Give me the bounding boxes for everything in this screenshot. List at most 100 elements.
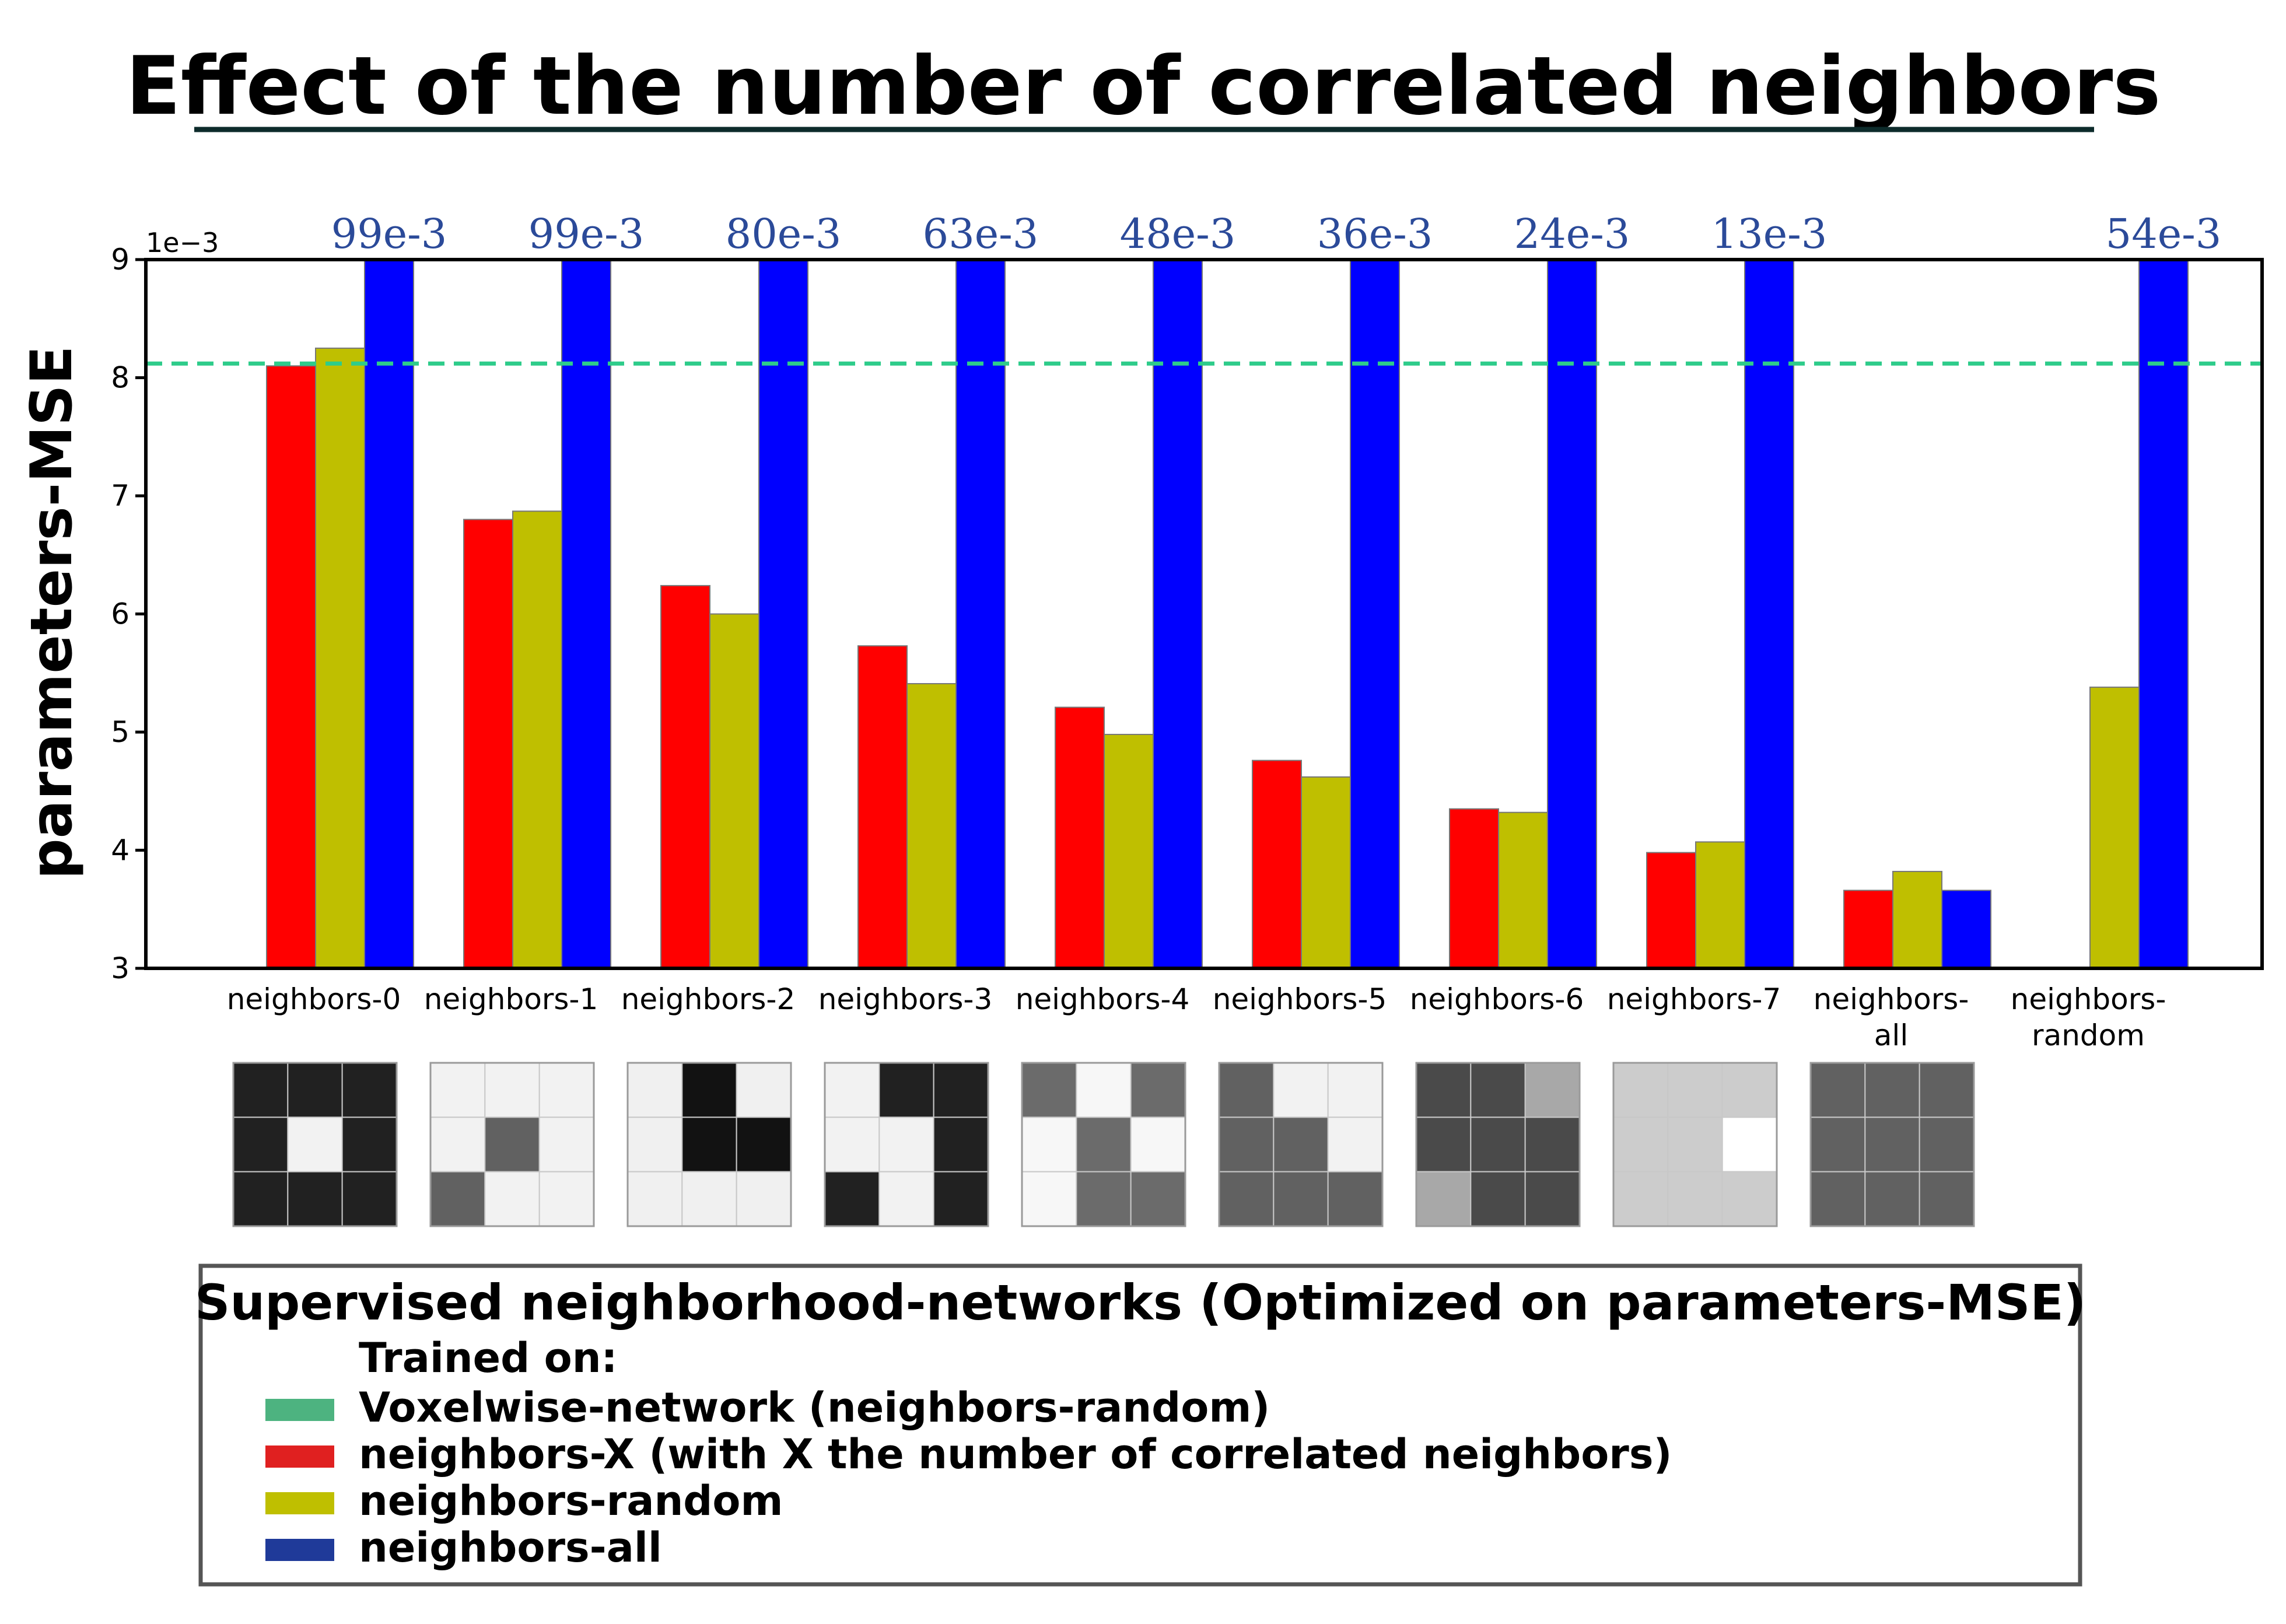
pattern-cell (1470, 1062, 1526, 1118)
pattern-cell (1219, 1171, 1275, 1227)
pattern-cell (1076, 1062, 1132, 1118)
legend-subtitle: Trained on: (359, 1334, 618, 1382)
pattern-cell (1524, 1116, 1581, 1172)
pattern-cell (736, 1116, 792, 1172)
pattern-frame (1809, 1062, 1975, 1227)
pattern-cell (1524, 1062, 1581, 1118)
bar-neighbors-random (1104, 734, 1154, 970)
pattern-cell (824, 1116, 880, 1172)
bar-neighbors-random (709, 613, 759, 969)
bar-neighbors-X (1646, 852, 1696, 970)
pattern-cell (736, 1062, 792, 1118)
bar-neighbors-all (955, 259, 1006, 969)
bar-neighbors-random (512, 510, 562, 969)
bar-neighbors-random (906, 682, 957, 969)
pattern-cell (430, 1116, 486, 1172)
bar-neighbors-random (2089, 687, 2140, 970)
bar-overflow-label: 48e-3 (1120, 210, 1236, 258)
pattern-cell (1130, 1116, 1186, 1172)
pattern-cell (627, 1171, 683, 1227)
pattern-cell (1613, 1062, 1669, 1118)
bar-overflow-label: 80e-3 (726, 210, 842, 258)
y-tick-label: 4 (111, 834, 129, 867)
pattern-cell (1667, 1171, 1723, 1227)
bar-overflow-label: 63e-3 (923, 210, 1039, 258)
x-tick-label: neighbors-0 (227, 982, 401, 1016)
pattern-cell (1919, 1171, 1975, 1227)
bar-neighbors-X (1055, 706, 1105, 969)
legend-swatch-neighbors-random (265, 1492, 334, 1514)
x-tick-label: neighbors-1 (424, 982, 598, 1016)
pattern-cell (1219, 1116, 1275, 1172)
pattern-cell (1919, 1116, 1975, 1172)
pattern-cell (933, 1062, 989, 1118)
y-tick-label: 9 (111, 243, 129, 276)
y-tick-label: 7 (111, 479, 129, 513)
bar-neighbors-X (857, 645, 908, 970)
pattern-cell (736, 1171, 792, 1227)
pattern-frame (626, 1062, 792, 1227)
pattern-cell (681, 1171, 737, 1227)
bar-overflow-label: 99e-3 (331, 210, 447, 258)
pattern-cell (287, 1116, 343, 1172)
plot-frame (144, 258, 2264, 970)
bar-overflow-label: 36e-3 (1317, 210, 1433, 258)
bar-neighbors-all (758, 259, 808, 969)
pattern-cell (341, 1062, 398, 1118)
legend-box (198, 1264, 2082, 1587)
pattern-cell (878, 1116, 934, 1172)
bar-neighbors-all (2138, 259, 2189, 969)
pattern-cell (1021, 1062, 1077, 1118)
legend-label-voxelwise: Voxelwise-network (neighbors-random) (359, 1384, 1270, 1432)
x-tick-label: random (2032, 1019, 2145, 1052)
pattern-cell (1273, 1062, 1329, 1118)
x-tick-label: neighbors-5 (1213, 982, 1387, 1016)
y-scale-label: 1e−3 (146, 227, 219, 258)
legend-swatch-voxelwise (265, 1399, 334, 1421)
pattern-cell (1130, 1062, 1186, 1118)
pattern-cell (287, 1171, 343, 1227)
pattern-cell (1470, 1116, 1526, 1172)
x-tick-label: neighbors-6 (1410, 982, 1584, 1016)
pattern-cell (484, 1116, 540, 1172)
pattern-frame (1612, 1062, 1778, 1227)
bar-neighbors-X (660, 584, 710, 969)
pattern-cell (538, 1171, 595, 1227)
legend-label-neighbors-x: neighbors-X (with X the number of correl… (359, 1430, 1672, 1478)
y-tick-label: 6 (111, 597, 129, 631)
pattern-cell (1810, 1062, 1866, 1118)
x-tick-label: neighbors-4 (1016, 982, 1190, 1016)
pattern-cell (1273, 1116, 1329, 1172)
pattern-frame (429, 1062, 595, 1227)
y-tick-label: 8 (111, 361, 129, 395)
pattern-cell (681, 1116, 737, 1172)
bar-neighbors-X (266, 365, 316, 969)
bar-neighbors-all (1350, 259, 1400, 969)
pattern-cell (933, 1116, 989, 1172)
y-tick-label: 3 (111, 951, 129, 985)
bar-neighbors-all (1941, 890, 1991, 969)
pattern-cell (1416, 1171, 1472, 1227)
bar-neighbors-all (1744, 259, 1794, 969)
legend-swatch-neighbors-all (265, 1539, 334, 1561)
bar-overflow-label: 99e-3 (528, 210, 645, 258)
x-tick-label: neighbors- (2011, 982, 2166, 1016)
x-tick-label: neighbors-7 (1607, 982, 1781, 1016)
bar-neighbors-all (364, 259, 414, 969)
legend-swatch-neighbors-x (265, 1446, 334, 1468)
pattern-cell (1076, 1116, 1132, 1172)
bar-neighbors-all (1547, 259, 1597, 969)
pattern-cell (484, 1062, 540, 1118)
pattern-frame (824, 1062, 989, 1227)
pattern-cell (1810, 1116, 1866, 1172)
bar-neighbors-X (1843, 890, 1893, 969)
pattern-cell (1667, 1116, 1723, 1172)
pattern-cell (1273, 1171, 1329, 1227)
bar-overflow-label: 13e-3 (1711, 210, 1828, 258)
pattern-cell (1021, 1171, 1077, 1227)
pattern-cell (627, 1116, 683, 1172)
x-tick-label: neighbors- (1814, 982, 1969, 1016)
bar-neighbors-random (315, 347, 365, 969)
pattern-cell (430, 1171, 486, 1227)
bar-neighbors-all (561, 259, 611, 969)
